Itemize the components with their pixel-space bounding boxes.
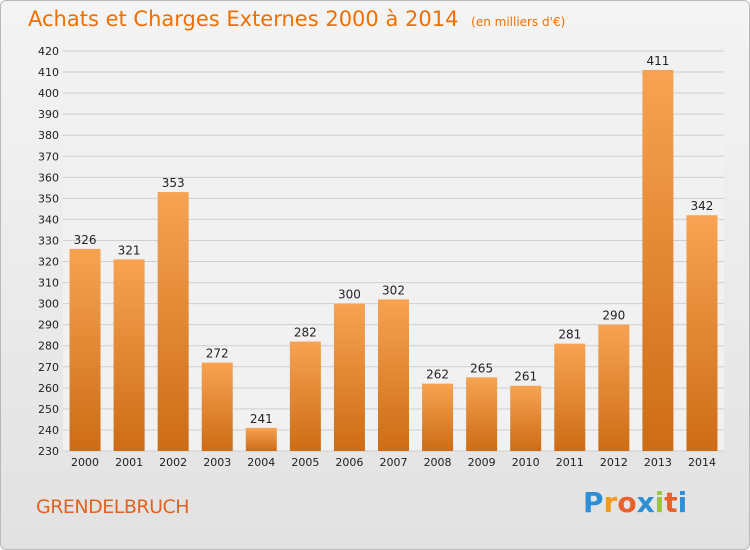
bar-2012 bbox=[598, 324, 630, 451]
x-tick-label: 2004 bbox=[247, 456, 275, 469]
bar-2007 bbox=[378, 299, 409, 451]
chart-title-main: Achats et Charges Externes 2000 à 2014 bbox=[28, 7, 459, 31]
y-tick-label: 310 bbox=[38, 277, 59, 290]
y-tick-label: 340 bbox=[38, 213, 59, 226]
logo-letter: i bbox=[654, 486, 665, 519]
chart-title-unit: (en milliers d'€) bbox=[471, 15, 566, 29]
y-tick-label: 280 bbox=[38, 340, 59, 353]
bar-2009 bbox=[466, 377, 498, 451]
y-tick-label: 350 bbox=[38, 192, 59, 205]
logo-letter: o bbox=[617, 486, 637, 519]
y-tick-label: 420 bbox=[38, 45, 59, 58]
bar-2001 bbox=[113, 259, 145, 451]
x-tick-label: 2007 bbox=[380, 456, 408, 469]
y-tick-label: 400 bbox=[38, 87, 59, 100]
y-tick-label: 380 bbox=[38, 129, 59, 142]
y-tick-label: 370 bbox=[38, 150, 59, 163]
x-tick-label: 2012 bbox=[600, 456, 628, 469]
y-tick-label: 360 bbox=[38, 171, 59, 184]
data-label-2004: 241 bbox=[250, 412, 273, 426]
bar-2010 bbox=[510, 385, 542, 451]
x-tick-label: 2014 bbox=[688, 456, 716, 469]
x-tick-label: 2009 bbox=[468, 456, 496, 469]
y-tick-label: 300 bbox=[38, 298, 59, 311]
y-tick-label: 390 bbox=[38, 108, 59, 121]
logo-letter: r bbox=[603, 486, 618, 519]
x-tick-label: 2003 bbox=[203, 456, 231, 469]
location-name: GRENDELBRUCH bbox=[36, 496, 190, 518]
x-tick-label: 2008 bbox=[424, 456, 452, 469]
bar-2011 bbox=[554, 343, 586, 451]
x-tick-label: 2013 bbox=[644, 456, 672, 469]
x-tick-label: 2011 bbox=[556, 456, 584, 469]
bar-2006 bbox=[333, 303, 365, 451]
data-label-2007: 302 bbox=[382, 283, 405, 297]
bar-2002 bbox=[157, 192, 189, 452]
x-tick-label: 2000 bbox=[71, 456, 99, 469]
y-tick-label: 230 bbox=[38, 445, 59, 458]
bar-2000 bbox=[69, 248, 101, 451]
data-label-2010: 261 bbox=[514, 370, 537, 384]
y-tick-label: 270 bbox=[38, 361, 59, 374]
data-label-2000: 326 bbox=[74, 233, 97, 247]
logo-letter: P bbox=[583, 486, 604, 519]
bar-2014 bbox=[686, 215, 718, 451]
data-label-2011: 281 bbox=[558, 328, 581, 342]
logo-letter: i bbox=[677, 486, 688, 519]
bar-2003 bbox=[201, 362, 233, 451]
data-label-2012: 290 bbox=[602, 309, 625, 323]
y-tick-label: 320 bbox=[38, 256, 59, 269]
data-label-2014: 342 bbox=[691, 199, 714, 213]
y-tick-label: 250 bbox=[38, 403, 59, 416]
x-tick-label: 2010 bbox=[512, 456, 540, 469]
data-label-2003: 272 bbox=[206, 347, 229, 361]
logo-letter: t bbox=[664, 486, 678, 519]
data-label-2002: 353 bbox=[162, 176, 185, 190]
bar-2004 bbox=[245, 427, 277, 451]
data-label-2013: 411 bbox=[646, 54, 669, 68]
y-tick-label: 240 bbox=[38, 424, 59, 437]
x-tick-label: 2002 bbox=[159, 456, 187, 469]
x-tick-label: 2005 bbox=[291, 456, 319, 469]
x-tick-label: 2001 bbox=[115, 456, 143, 469]
chart-title: Achats et Charges Externes 2000 à 2014 (… bbox=[28, 7, 565, 31]
data-label-2008: 262 bbox=[426, 368, 449, 382]
bar-2013 bbox=[642, 69, 674, 452]
y-tick-label: 330 bbox=[38, 234, 59, 247]
data-label-2001: 321 bbox=[118, 243, 141, 257]
proxiti-logo: Proxiti bbox=[583, 486, 687, 519]
data-label-2009: 265 bbox=[470, 361, 493, 375]
bar-2008 bbox=[422, 383, 454, 451]
data-label-2005: 282 bbox=[294, 326, 317, 340]
y-tick-label: 290 bbox=[38, 319, 59, 332]
data-label-2006: 300 bbox=[338, 288, 361, 302]
bar-2005 bbox=[289, 341, 321, 451]
y-tick-label: 260 bbox=[38, 382, 59, 395]
y-tick-label: 410 bbox=[38, 66, 59, 79]
x-tick-label: 2006 bbox=[335, 456, 363, 469]
logo-letter: x bbox=[636, 486, 655, 519]
